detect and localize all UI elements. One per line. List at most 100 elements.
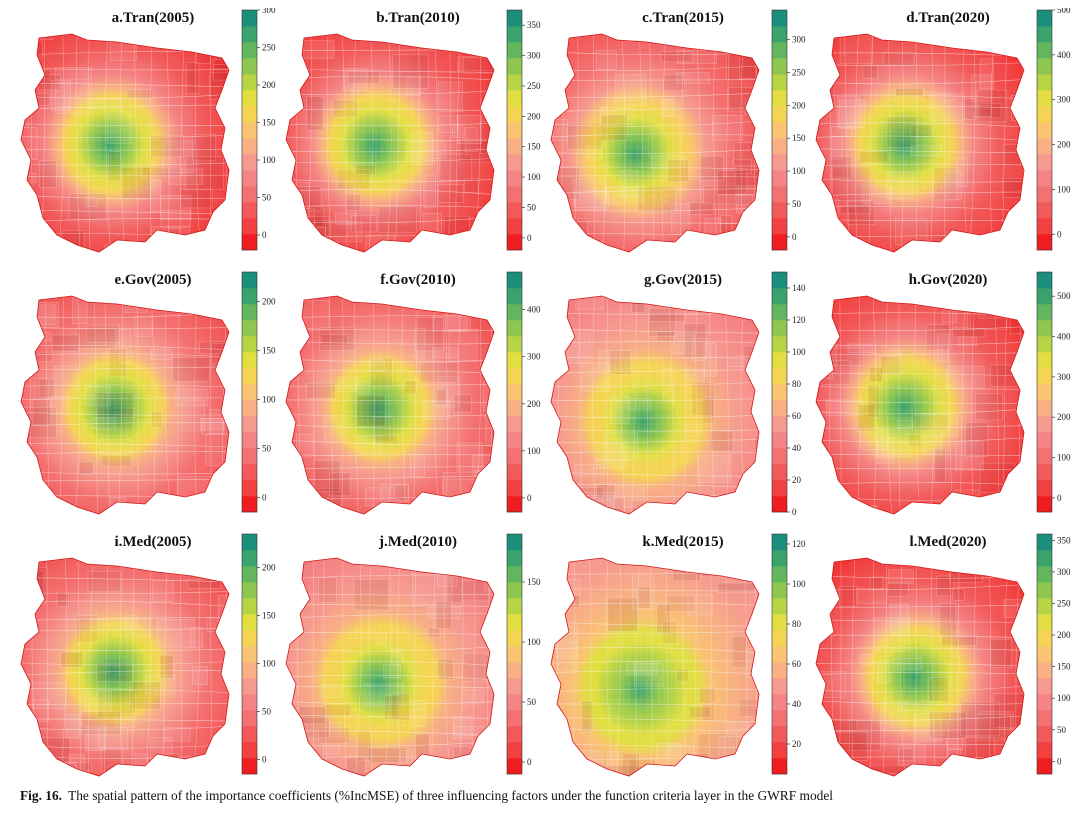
colorbar-segment	[507, 448, 522, 465]
colorbar-segment	[242, 694, 257, 711]
choropleth-map	[550, 295, 760, 515]
colorbar-segment	[507, 464, 522, 481]
colorbar-segment	[507, 566, 522, 583]
colorbar-segment	[1037, 614, 1052, 631]
colorbar-segment	[507, 582, 522, 599]
colorbar-segment	[772, 154, 787, 171]
colorbar-segment	[507, 630, 522, 647]
colorbar-segment	[507, 550, 522, 567]
colorbar-tick-label: 40	[792, 699, 802, 709]
colorbar-segment	[507, 138, 522, 155]
map-panel: i.Med(2005) 0 50 100 150 200	[8, 526, 278, 788]
colorbar-segment	[1037, 58, 1052, 75]
colorbar-tick-label: 100	[527, 637, 541, 647]
colorbar-segment	[507, 742, 522, 759]
choropleth-map	[815, 295, 1025, 515]
colorbar-segment	[1037, 384, 1052, 401]
colorbar-tick-label: 150	[262, 345, 276, 355]
colorbar-segment	[507, 352, 522, 369]
caption-label: Fig. 16.	[20, 788, 63, 803]
colorbar-segment	[242, 566, 257, 583]
colorbar-segment	[507, 480, 522, 497]
choropleth-map	[550, 33, 760, 253]
map-panel: l.Med(2020) 0 50 100 150 200 250 300 350	[803, 526, 1073, 788]
colorbar-segment	[242, 368, 257, 385]
colorbar-tick-label: 100	[1057, 184, 1071, 194]
colorbar-segment	[242, 336, 257, 353]
colorbar-tick-label: 100	[262, 394, 276, 404]
colorbar-segment	[1037, 42, 1052, 59]
colorbar-tick-label: 300	[527, 352, 541, 362]
colorbar-tick-label: 50	[262, 707, 272, 717]
colorbar-segment	[772, 90, 787, 107]
colorbar-tick-label: 150	[527, 142, 541, 152]
panel-title: j.Med(2010)	[379, 534, 457, 550]
figure-caption: Fig. 16. The spatial pattern of the impor…	[20, 788, 1070, 804]
map-body	[21, 558, 229, 776]
colorbar-segment	[507, 304, 522, 321]
colorbar-segment	[1037, 534, 1052, 551]
colorbar: 0 50 100 150 200	[241, 271, 276, 513]
panel-title: g.Gov(2015)	[644, 272, 722, 288]
choropleth-map	[285, 295, 495, 515]
choropleth-map	[815, 557, 1025, 777]
colorbar: 0 50 100 150	[506, 533, 541, 775]
colorbar-tick-label: 50	[792, 199, 802, 209]
colorbar: 0 100 200 300 400 500	[1036, 8, 1071, 251]
colorbar-segment	[507, 694, 522, 711]
colorbar-segment	[1037, 416, 1052, 433]
colorbar-tick-label: 150	[527, 577, 541, 587]
colorbar-segment	[772, 336, 787, 353]
colorbar-segment	[772, 234, 787, 251]
colorbar-segment	[507, 534, 522, 551]
colorbar-segment	[242, 384, 257, 401]
map-panel: b.Tran(2010) 0 50 100 150 200 250 300 350	[273, 2, 543, 264]
colorbar: 0 50 100 150 200	[241, 533, 276, 775]
colorbar-segment	[772, 678, 787, 695]
colorbar-segment	[772, 448, 787, 465]
colorbar-tick-label: 200	[527, 111, 541, 121]
colorbar-segment	[1037, 138, 1052, 155]
colorbar-tick-label: 100	[262, 659, 276, 669]
colorbar-segment	[507, 758, 522, 775]
colorbar-segment	[507, 614, 522, 631]
map-panel: c.Tran(2015) 0 50 100 150 200 250 300	[538, 2, 808, 264]
colorbar-tick-label: 20	[792, 475, 802, 485]
colorbar-segment	[507, 336, 522, 353]
colorbar-tick-label: 100	[792, 166, 806, 176]
colorbar-segment	[772, 742, 787, 759]
colorbar-tick-label: 500	[1057, 291, 1071, 301]
colorbar-segment	[1037, 758, 1052, 775]
colorbar-segment	[1037, 218, 1052, 235]
colorbar-segment	[507, 320, 522, 337]
colorbar-tick-label: 500	[1057, 8, 1071, 15]
colorbar-tick-label: 0	[527, 493, 532, 503]
colorbar: 0 50 100 150 200 250 300	[241, 8, 276, 251]
colorbar-segment	[242, 464, 257, 481]
colorbar-tick-label: 0	[527, 233, 532, 243]
colorbar-segment	[1037, 662, 1052, 679]
colorbar-tick-label: 50	[527, 697, 537, 707]
map-body	[551, 558, 759, 776]
colorbar: 0 100 200 300 400	[506, 271, 541, 513]
colorbar-segment	[242, 42, 257, 59]
colorbar-segment	[772, 480, 787, 497]
colorbar-segment	[242, 234, 257, 251]
colorbar-segment	[772, 550, 787, 567]
colorbar-segment	[1037, 288, 1052, 305]
colorbar-segment	[772, 106, 787, 123]
colorbar: 0 100 200 300 400 500	[1036, 271, 1071, 513]
colorbar-segment	[772, 630, 787, 647]
colorbar-tick-label: 40	[792, 443, 802, 453]
colorbar-segment	[1037, 448, 1052, 465]
colorbar-tick-label: 300	[262, 8, 276, 15]
colorbar-tick-label: 120	[792, 539, 806, 549]
colorbar-segment	[507, 154, 522, 171]
colorbar-tick-label: 400	[1057, 332, 1071, 342]
panel-title: l.Med(2020)	[909, 534, 987, 550]
colorbar-segment	[1037, 432, 1052, 449]
colorbar-segment	[242, 432, 257, 449]
colorbar-segment	[242, 678, 257, 695]
map-body	[551, 296, 759, 514]
